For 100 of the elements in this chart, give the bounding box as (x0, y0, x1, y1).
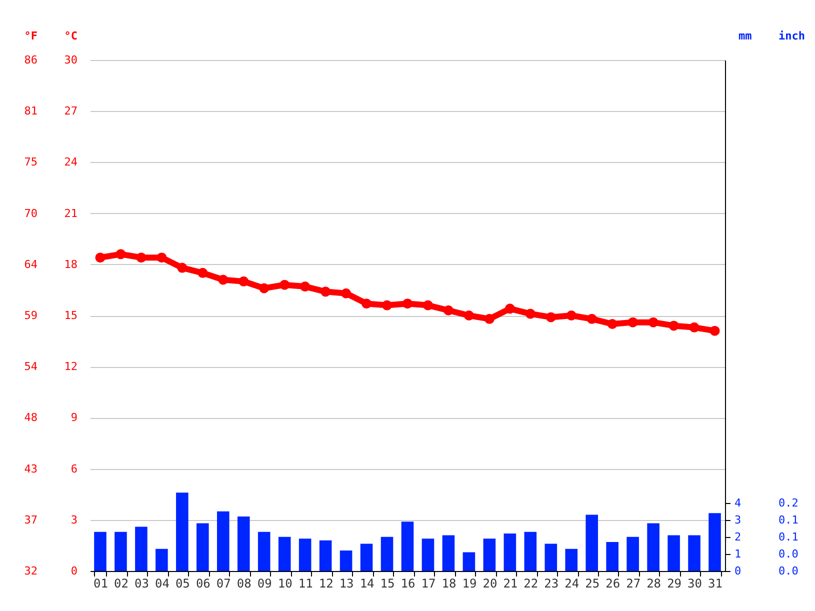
bar (688, 535, 700, 571)
bar (442, 535, 455, 571)
point (320, 286, 331, 297)
x-tick-label: 11 (298, 576, 313, 590)
bar (196, 523, 209, 571)
point (422, 300, 433, 310)
text: inch (778, 30, 805, 42)
y-tick-label: 24 (64, 156, 78, 169)
point (484, 314, 494, 324)
x-tick-label: 16 (400, 576, 416, 590)
x-tick-label: 21 (503, 576, 518, 590)
x-tick-label: 13 (339, 576, 354, 590)
x-tick-label: 25 (585, 576, 600, 590)
y2-axis-title: °F (24, 30, 38, 42)
x-tick-label: 19 (462, 576, 477, 590)
x-tick-label: 02 (114, 576, 128, 590)
point (341, 288, 352, 298)
point (238, 276, 249, 286)
y-tick-label: 12 (64, 360, 78, 374)
bar (156, 548, 168, 571)
bar (647, 523, 660, 571)
y-tick-label: 27 (64, 104, 78, 118)
y2-tick-label: 70 (24, 206, 38, 220)
point (218, 274, 228, 285)
bar (176, 492, 188, 571)
y2-tick-label: 64 (24, 258, 38, 271)
x-tick-label: 09 (257, 576, 272, 590)
text: 0.0 (778, 547, 798, 560)
x-tick-label: 10 (278, 576, 292, 590)
bar (319, 540, 332, 571)
y-tick-label: 15 (64, 309, 78, 322)
x-tick-label: 05 (175, 576, 190, 590)
x-tick-label: 28 (646, 576, 662, 590)
y2-tick-label: 43 (24, 462, 38, 476)
point (525, 308, 536, 319)
point (95, 252, 106, 263)
x-tick-label: 08 (236, 576, 252, 590)
point (198, 268, 208, 278)
point (402, 298, 412, 309)
bar (401, 522, 414, 571)
x-tick-label: 12 (318, 576, 334, 590)
x-tick-label: 07 (216, 576, 231, 590)
x-tick-label: 27 (626, 576, 641, 590)
bar (544, 544, 558, 571)
y-axis-title: °C (64, 30, 78, 42)
bar (114, 532, 127, 571)
bar (668, 535, 680, 571)
bar (278, 536, 291, 571)
y-tick-label: 18 (64, 258, 78, 271)
y2-tick-label: 48 (24, 411, 38, 424)
y2-tick-label: 86 (24, 54, 38, 66)
bar (708, 513, 721, 571)
point (300, 282, 310, 292)
y-tick-label: 9 (70, 411, 78, 424)
x-tick-label: 15 (380, 576, 395, 590)
point (177, 262, 188, 273)
x-tick-label: 03 (134, 576, 149, 590)
x-tick-label: 22 (524, 576, 538, 590)
bar (237, 516, 250, 571)
y-tick-label: 30 (64, 54, 78, 66)
x-tick-label: 04 (154, 576, 170, 590)
bar (340, 550, 352, 571)
y3-tick-label: 0 (734, 564, 742, 578)
bar (258, 532, 270, 571)
bar (380, 536, 394, 571)
y2-tick-label: 32 (24, 564, 38, 578)
x-tick-label: 24 (564, 576, 580, 590)
bar (422, 538, 434, 571)
point (280, 280, 290, 290)
x-tick-label: 18 (442, 576, 456, 590)
text: 0.2 (778, 496, 798, 510)
point (668, 320, 679, 331)
y-tick-label: 0 (70, 564, 78, 578)
point (710, 326, 720, 336)
bar (462, 552, 476, 571)
y2-tick-label: 81 (24, 104, 38, 118)
bar (483, 538, 496, 571)
text: 0.1 (778, 530, 798, 544)
bar (94, 532, 106, 571)
y2-tick-label: 59 (24, 309, 38, 322)
bar (298, 538, 312, 571)
bar (360, 544, 373, 571)
y3-tick-label: 4 (734, 496, 742, 510)
bar (135, 526, 148, 571)
point (566, 310, 576, 320)
x-tick-label: 20 (482, 576, 498, 590)
y-tick-label: 21 (64, 206, 78, 220)
x-tick-label: 26 (606, 576, 620, 590)
bar (586, 514, 598, 571)
x-tick-label: 17 (421, 576, 436, 590)
point (464, 310, 474, 320)
bar (606, 542, 618, 571)
bar (565, 548, 578, 571)
point (116, 249, 126, 260)
point (362, 298, 372, 309)
point (156, 252, 167, 263)
text: 0.1 (778, 513, 798, 526)
y-tick-label: 6 (70, 462, 78, 476)
x-tick-label: 23 (544, 576, 559, 590)
point (689, 322, 700, 332)
